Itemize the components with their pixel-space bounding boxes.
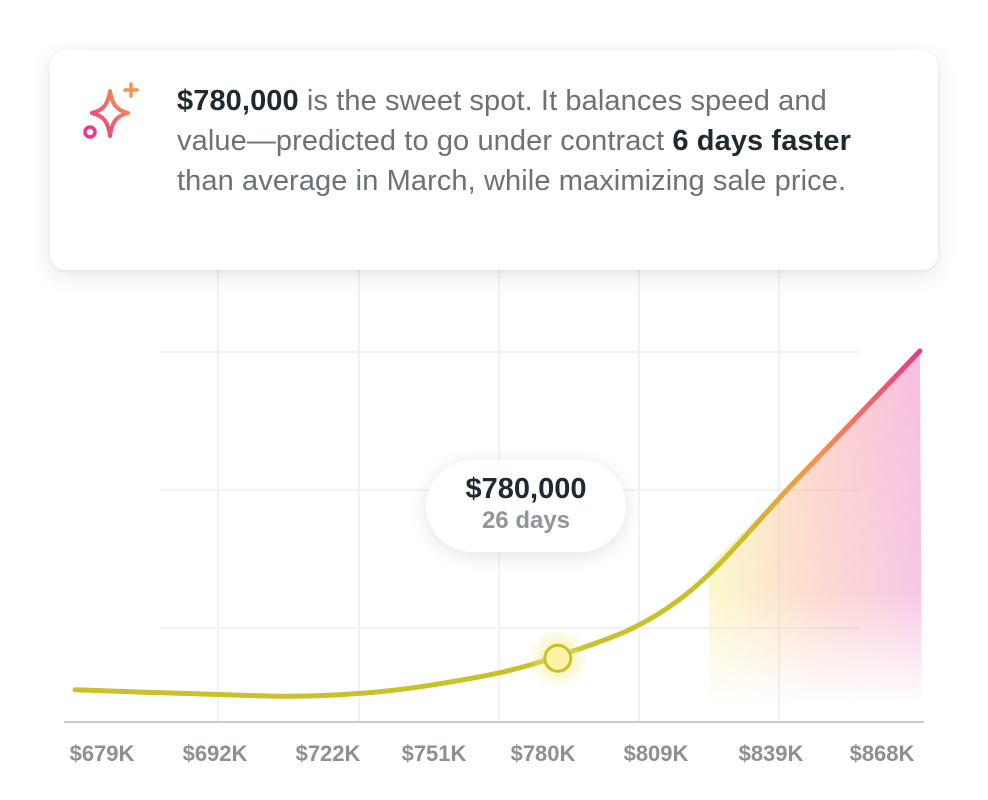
series-line [72,348,923,699]
x-tick-label: $692K [183,741,248,766]
x-tick-label: $780K [511,741,576,766]
insight-text: $780,000 is the sweet spot. It balances … [177,81,897,201]
x-tick-label: $751K [402,741,467,766]
x-tick-label: $839K [739,741,804,766]
shaded-range-area [709,351,922,705]
highlight-marker[interactable] [543,643,573,673]
tooltip-price: $780,000 [465,473,587,505]
insight-card: $780,000 is the sweet spot. It balances … [50,50,938,270]
price-tooltip: $780,000 26 days [426,460,626,552]
x-axis-tick-labels: $679K $692K $722K $751K $780K $809K $839K $868K [70,741,915,766]
x-tick-label: $679K [70,741,135,766]
insight-highlight: 6 days faster [672,125,852,157]
x-tick-label: $722K [296,741,361,766]
tooltip-days: 26 days [481,507,571,534]
insight-text-part-1: is the sweet spot. It balances speed and… [177,85,827,157]
insight-price: $780,000 [177,85,299,117]
insight-text-part-2: than average in March, while maximizing … [177,165,847,197]
x-tick-label: $809K [624,741,689,766]
x-tick-label: $868K [850,741,915,766]
sparkle-icon [83,82,139,139]
